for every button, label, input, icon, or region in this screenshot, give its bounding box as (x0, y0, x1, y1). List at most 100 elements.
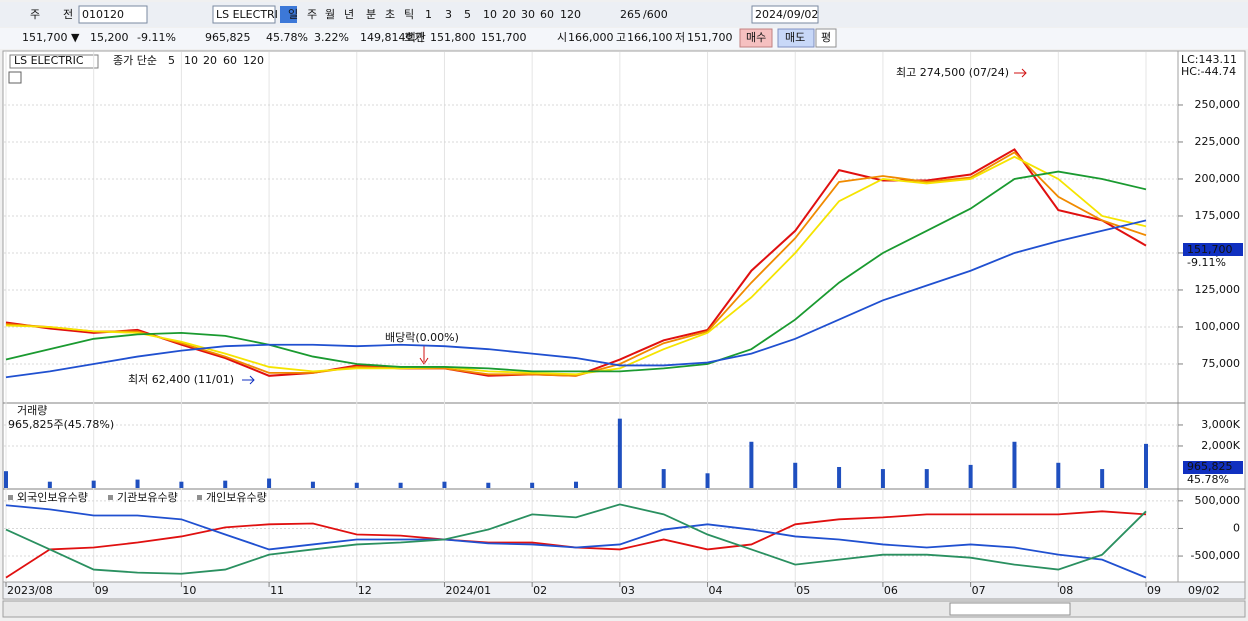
info-item: 고 (616, 31, 626, 44)
legend-entry: 기관보유수량 (117, 491, 178, 504)
x-tick-label: 06 (884, 584, 898, 597)
legend-entry: 5 (168, 54, 175, 67)
toolbar-item[interactable]: 초 (385, 8, 395, 21)
toolbar-item[interactable]: LS ELECTRI (216, 8, 278, 21)
x-tick-label: 07 (972, 584, 986, 597)
x-tick-label: 05 (796, 584, 810, 597)
volume-bar (135, 479, 140, 488)
toolbar-item[interactable]: /600 (643, 8, 668, 21)
volume-bar (880, 469, 885, 488)
toolbar-item[interactable]: 년 (344, 8, 354, 21)
hc-label: HC:-44.74 (1181, 65, 1236, 78)
toolbar-item[interactable]: 틱 (404, 8, 414, 21)
x-tick-label: 04 (709, 584, 723, 597)
x-tick-label: 11 (270, 584, 284, 597)
info-item: 호가 (404, 31, 424, 44)
volume-bar (1056, 462, 1061, 488)
toolbar-item[interactable]: 월 (325, 8, 335, 21)
avg-button[interactable] (815, 28, 837, 48)
sell-button[interactable] (777, 28, 815, 48)
toolbar-item[interactable]: 120 (560, 8, 581, 21)
y-tick-label: 100,000 (1195, 320, 1241, 333)
toolbar-item[interactable]: 3 (445, 8, 452, 21)
legend-swatch (108, 495, 113, 500)
legend-entry: 개인보유수량 (206, 491, 267, 504)
x-tick-label: 2024/01 (445, 584, 491, 597)
y-tick-label: 200,000 (1195, 172, 1241, 185)
info-item[interactable]: 매도 (785, 31, 805, 44)
x-tick-label: 2023/08 (7, 584, 53, 597)
date-box[interactable] (751, 5, 819, 24)
volume-bar (1100, 469, 1105, 488)
buy-button[interactable] (739, 28, 773, 48)
toolbar-item[interactable]: 5 (464, 8, 471, 21)
volume-bar (398, 482, 403, 488)
info-item: 166,100 (627, 31, 673, 44)
info-item: 151,800 (430, 31, 476, 44)
x-tick-label: 09 (1147, 584, 1161, 597)
series-line (5, 219, 1147, 379)
annotation-high: 최고 274,500 (07/24) (896, 66, 1009, 79)
info-item: 151,700 (687, 31, 733, 44)
legend-title: 종가 단순 (113, 54, 157, 67)
toolbar-item[interactable]: 2024/09/02 (755, 8, 818, 21)
volume-bar (4, 471, 8, 488)
volume-bar (661, 469, 666, 488)
series-line (5, 155, 1147, 376)
table-icon[interactable] (8, 71, 22, 84)
volume-bar (179, 481, 184, 488)
volume-bar (574, 481, 578, 488)
info-item[interactable]: 평 (821, 31, 831, 44)
code-input[interactable] (78, 5, 148, 24)
volume-bar (267, 478, 272, 488)
legend-entry: 60 (223, 54, 237, 67)
info-item[interactable]: 매수 (746, 31, 766, 44)
toolbar-item[interactable]: 일 (288, 7, 298, 21)
scrollbar[interactable] (2, 600, 1246, 618)
legend-entry: 120 (243, 54, 264, 67)
info-item: 149,814백만 (360, 31, 426, 44)
y-tick-label: 0 (1233, 521, 1240, 534)
toolbar (0, 2, 1248, 27)
chart-area (2, 50, 1179, 583)
y-tick-label: 500,000 (1195, 494, 1241, 507)
toolbar-item[interactable]: 010120 (82, 8, 124, 21)
x-end-label: 09/02 (1188, 584, 1220, 597)
volume-bar (486, 482, 491, 488)
volume-subtitle: 965,825주(45.78%) (8, 418, 114, 431)
info-item: -9.11% (137, 31, 176, 44)
legend-box (9, 54, 99, 69)
x-tick-label: 09 (95, 584, 109, 597)
legend-swatch (8, 495, 13, 500)
toolbar-item[interactable]: 20 (502, 8, 516, 21)
toolbar-item[interactable]: 30 (521, 8, 535, 21)
x-tick-label: 12 (358, 584, 372, 597)
toolbar-item[interactable]: 주 (30, 8, 40, 21)
toolbar-item[interactable]: 분 (366, 8, 376, 21)
y-tick-label: 250,000 (1195, 98, 1241, 111)
x-tick-label: 10 (182, 584, 196, 597)
volume-bar (47, 481, 52, 488)
info-bar (0, 28, 1248, 49)
scroll-thumb[interactable] (949, 602, 1071, 616)
info-item: 166,000 (568, 31, 614, 44)
legend-name: LS ELECTRIC (14, 54, 84, 67)
price-badge (1183, 243, 1243, 256)
y-tick-label: 2,000K (1201, 439, 1240, 452)
legend-entry: 외국인보유수량 (17, 491, 88, 504)
toolbar-item[interactable]: 60 (540, 8, 554, 21)
volume-title: 거래량 (17, 404, 47, 417)
toolbar-item[interactable]: 1 (425, 8, 432, 21)
volume-bar (530, 482, 535, 488)
legend-swatch (197, 495, 202, 500)
period-selected[interactable] (280, 6, 297, 23)
info-item: 965,825 (205, 31, 251, 44)
toolbar-item[interactable]: 전 (63, 8, 73, 21)
toolbar-item[interactable]: 주 (307, 8, 317, 21)
volume-bar (91, 480, 96, 488)
toolbar-item[interactable]: 10 (483, 8, 497, 21)
volume-bar (617, 418, 622, 488)
toolbar-item[interactable]: 265 (620, 8, 641, 21)
info-item: 15,200 (90, 31, 129, 44)
y-tick-label: 3,000K (1201, 418, 1240, 431)
